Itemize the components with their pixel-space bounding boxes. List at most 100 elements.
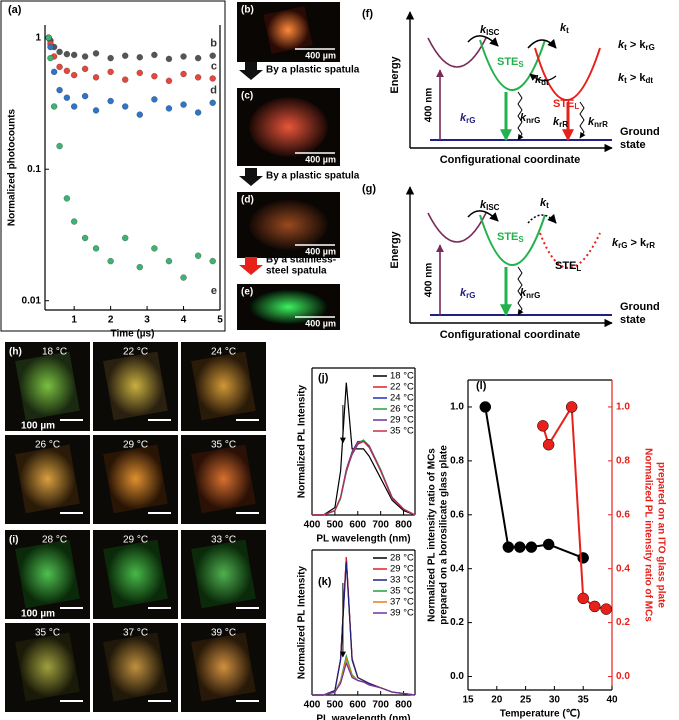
data-point: [136, 111, 143, 118]
subscript: rG: [645, 43, 654, 52]
data-point: [63, 67, 71, 75]
data-point: [180, 101, 187, 108]
temperature-label: 18 °C: [42, 347, 67, 358]
x-tick-label: 4: [181, 315, 187, 326]
diagram-label: kdt: [535, 74, 549, 87]
subscript: nrR: [594, 120, 608, 129]
data-line: [312, 653, 416, 696]
image-label: (h): [9, 347, 22, 358]
data-point: [63, 195, 71, 202]
crystal: [103, 539, 168, 609]
x-tick-label: 2: [108, 315, 114, 326]
data-point: [165, 77, 173, 85]
y-tick-label: 0.2: [450, 617, 464, 628]
y-tick-label: 0.01: [22, 295, 42, 306]
subscript: ISC: [486, 203, 500, 212]
data-point: [194, 74, 202, 81]
trap-arrow: [527, 213, 557, 224]
x-axis-title: PL wavelength (nm): [316, 714, 410, 720]
diagram-label: knrR: [588, 116, 608, 129]
data-point: [107, 257, 114, 265]
crystal: [103, 444, 168, 514]
data-point: [194, 54, 202, 62]
crystal: [191, 351, 256, 421]
image-label: (d): [241, 195, 254, 206]
crystal: [103, 351, 168, 421]
crystal: [15, 351, 80, 421]
x-axis-title: Temperature (℃): [500, 709, 581, 720]
scale-label: 400 µm: [305, 318, 336, 328]
subscript: rR: [559, 120, 568, 129]
legend-label: 28 °C: [390, 553, 414, 564]
data-point: [71, 218, 78, 225]
diagram-label: knrG: [520, 112, 540, 125]
data-point: [136, 264, 143, 271]
excitation-label: 400 nm: [424, 88, 435, 123]
x-tick-label: 500: [327, 520, 344, 531]
y-tick-label: 1.0: [450, 402, 464, 413]
subscript: t: [624, 76, 627, 85]
legend-label: 24 °C: [390, 393, 414, 404]
data-point: [209, 257, 216, 265]
data-point: [194, 252, 202, 259]
data-line: [312, 382, 416, 516]
data-point: [122, 76, 129, 83]
step-arrow: [239, 62, 263, 80]
ground-label: state: [620, 139, 646, 151]
x-tick-label: 15: [462, 695, 474, 706]
panel-label: (f): [362, 8, 373, 20]
x-tick-label: 700: [372, 520, 389, 531]
data-point: [71, 103, 78, 110]
data-point: [92, 107, 100, 114]
ste-l-parabola: [539, 232, 601, 269]
legend-label: 29 °C: [390, 415, 414, 426]
label-text: STE: [555, 260, 576, 272]
legend-label: 29 °C: [390, 564, 414, 575]
data-line: [312, 656, 416, 696]
subscript: S: [518, 235, 524, 244]
label-text: k: [520, 112, 527, 124]
label-text: k: [480, 199, 487, 211]
data-point: [56, 63, 63, 71]
legend-label: 37 °C: [390, 597, 414, 608]
data-point: [63, 94, 71, 101]
data-point: [56, 48, 63, 56]
legend-label: 18 °C: [390, 371, 414, 382]
isc-arrow: [467, 35, 499, 47]
y-tick-label: 0.0: [450, 671, 464, 682]
x-tick-label: 30: [549, 695, 561, 706]
data-point: [209, 99, 216, 106]
x-axis-title: Time (µs): [111, 329, 155, 340]
data-point: [588, 600, 601, 613]
crystal: [15, 444, 80, 514]
temperature-label: 33 °C: [211, 535, 236, 546]
x-tick-label: 600: [349, 700, 366, 711]
data-point: [47, 54, 54, 62]
diagram-label: kt: [560, 22, 569, 35]
y-axis-title: Normalized photocounts: [7, 108, 18, 226]
image-label: (b): [241, 5, 254, 16]
y-axis-title: Energy: [389, 55, 401, 93]
y-axis-title: Normalized PL intensity ratio of MCs: [427, 448, 438, 622]
label-text: k: [560, 22, 567, 34]
data-line: [484, 406, 584, 559]
y-axis-title: Normalized PL Intensity: [297, 384, 308, 498]
data-line: [312, 440, 416, 516]
x-tick-label: 25: [520, 695, 532, 706]
data-point: [107, 68, 114, 76]
data-point: [151, 51, 158, 59]
y-tick-label: 0.4: [450, 563, 464, 574]
data-point: [136, 54, 143, 61]
step-label: steel spatula: [266, 266, 327, 277]
image-label: (c): [241, 91, 253, 102]
subscript: rG: [466, 116, 475, 125]
diagram-label: kISC: [480, 199, 500, 212]
data-point: [165, 55, 173, 63]
x-tick-label: 5: [217, 315, 223, 326]
ste-l-parabola: [534, 47, 601, 101]
subscript: L: [576, 264, 581, 273]
subscript: nrG: [526, 116, 540, 125]
y-tick-label: 1: [35, 32, 41, 43]
label-text: k: [460, 287, 467, 299]
